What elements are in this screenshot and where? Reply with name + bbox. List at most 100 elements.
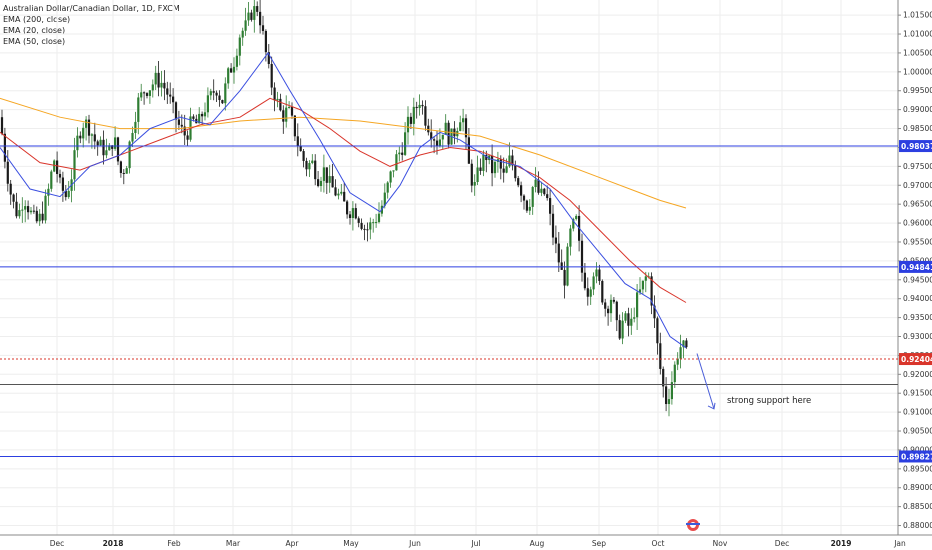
y-tick-label: 0.95000 bbox=[903, 256, 932, 265]
candle-body bbox=[638, 289, 642, 293]
candle-body bbox=[114, 137, 117, 149]
candle-body bbox=[464, 118, 468, 138]
x-tick-label: Sep bbox=[592, 539, 606, 548]
candle-body bbox=[41, 213, 44, 221]
candle-body bbox=[143, 92, 146, 94]
candle-body bbox=[18, 210, 21, 217]
candle-body bbox=[192, 116, 195, 119]
candle-body bbox=[238, 37, 241, 56]
candle-body bbox=[85, 119, 88, 128]
candle-body bbox=[644, 276, 647, 281]
candle-body bbox=[546, 194, 549, 199]
candle-body bbox=[682, 340, 685, 348]
candle-body bbox=[38, 213, 41, 222]
candle-body bbox=[99, 139, 102, 146]
candle-body bbox=[259, 11, 262, 26]
price-badge bbox=[899, 450, 932, 463]
candle-body bbox=[473, 182, 476, 186]
candle-body bbox=[592, 276, 595, 290]
candle-body bbox=[35, 210, 38, 222]
candle-body bbox=[270, 63, 273, 88]
ema-50-line bbox=[0, 97, 687, 303]
candle-body bbox=[609, 299, 613, 314]
candle-body bbox=[621, 320, 624, 339]
y-tick-label: 0.96000 bbox=[903, 219, 932, 228]
candle-body bbox=[348, 214, 352, 219]
candle-body bbox=[641, 280, 644, 290]
candle-body bbox=[119, 161, 122, 173]
candle-body bbox=[206, 95, 209, 113]
y-tick-label: 0.99500 bbox=[903, 86, 932, 95]
candle-body bbox=[462, 118, 465, 123]
candle-body bbox=[137, 97, 140, 122]
candle-body bbox=[235, 55, 238, 67]
candle-body bbox=[670, 382, 673, 400]
candle-body bbox=[73, 150, 76, 180]
candle-body bbox=[163, 82, 166, 89]
candle-body bbox=[79, 135, 82, 139]
candle-body bbox=[543, 188, 546, 195]
candle-body bbox=[482, 154, 485, 171]
candle-body bbox=[32, 210, 35, 212]
x-tick-label: Mar bbox=[226, 539, 241, 548]
y-tick-label: 0.93000 bbox=[903, 332, 932, 341]
candle-body bbox=[53, 160, 56, 172]
x-tick-label: Jun bbox=[408, 539, 421, 548]
ema-20-line bbox=[0, 51, 687, 349]
candle-body bbox=[424, 106, 427, 126]
annotation-arrow bbox=[696, 353, 715, 410]
candle-body bbox=[630, 318, 633, 326]
y-tick-label: 0.88500 bbox=[903, 502, 932, 511]
candle-body bbox=[198, 113, 201, 124]
candle-body bbox=[169, 94, 172, 97]
candle-body bbox=[105, 150, 108, 156]
candle-body bbox=[392, 170, 395, 172]
x-tick-label: Dec bbox=[50, 539, 65, 548]
candle-body bbox=[549, 198, 552, 214]
candle-body bbox=[479, 167, 482, 171]
candle-body bbox=[21, 209, 24, 211]
candle-body bbox=[531, 187, 534, 207]
candle-body bbox=[366, 229, 369, 231]
candle-body bbox=[508, 155, 511, 167]
y-tick-label: 0.95500 bbox=[903, 237, 932, 246]
candle-body bbox=[122, 172, 125, 174]
candle-body bbox=[659, 343, 662, 369]
candle-body bbox=[131, 132, 134, 142]
candle-body bbox=[224, 83, 227, 104]
candle-body bbox=[340, 191, 343, 194]
candle-body bbox=[314, 160, 317, 180]
candle-body bbox=[3, 133, 6, 162]
candle-body bbox=[58, 173, 62, 178]
candle-body bbox=[128, 141, 131, 169]
candle-body bbox=[241, 30, 244, 38]
candle-body bbox=[551, 213, 555, 238]
candle-body bbox=[253, 6, 256, 20]
candle-body bbox=[111, 145, 114, 149]
candle-body bbox=[44, 195, 47, 221]
candle-body bbox=[134, 121, 137, 133]
candle-body bbox=[267, 52, 270, 64]
y-tick-label: 0.97500 bbox=[903, 162, 932, 171]
annotation-text: strong support here bbox=[727, 396, 811, 406]
legend-ema-200: EMA (200, close) bbox=[3, 15, 71, 24]
candle-body bbox=[467, 137, 470, 164]
candle-body bbox=[346, 201, 349, 215]
candle-body bbox=[0, 117, 4, 134]
candle-body bbox=[572, 218, 575, 229]
y-tick-label: 0.91000 bbox=[903, 408, 932, 417]
candle-body bbox=[583, 272, 586, 289]
candle-body bbox=[389, 171, 392, 183]
candle-body bbox=[215, 92, 218, 96]
candle-body bbox=[421, 104, 424, 107]
candle-body bbox=[520, 185, 523, 196]
candle-body bbox=[151, 84, 154, 91]
price-badge bbox=[899, 353, 932, 366]
candle-body bbox=[90, 134, 93, 136]
candle-body bbox=[201, 113, 204, 117]
candle-body bbox=[444, 122, 447, 135]
candle-body bbox=[557, 243, 560, 263]
candle-body bbox=[476, 167, 479, 183]
candle-body bbox=[247, 12, 250, 21]
